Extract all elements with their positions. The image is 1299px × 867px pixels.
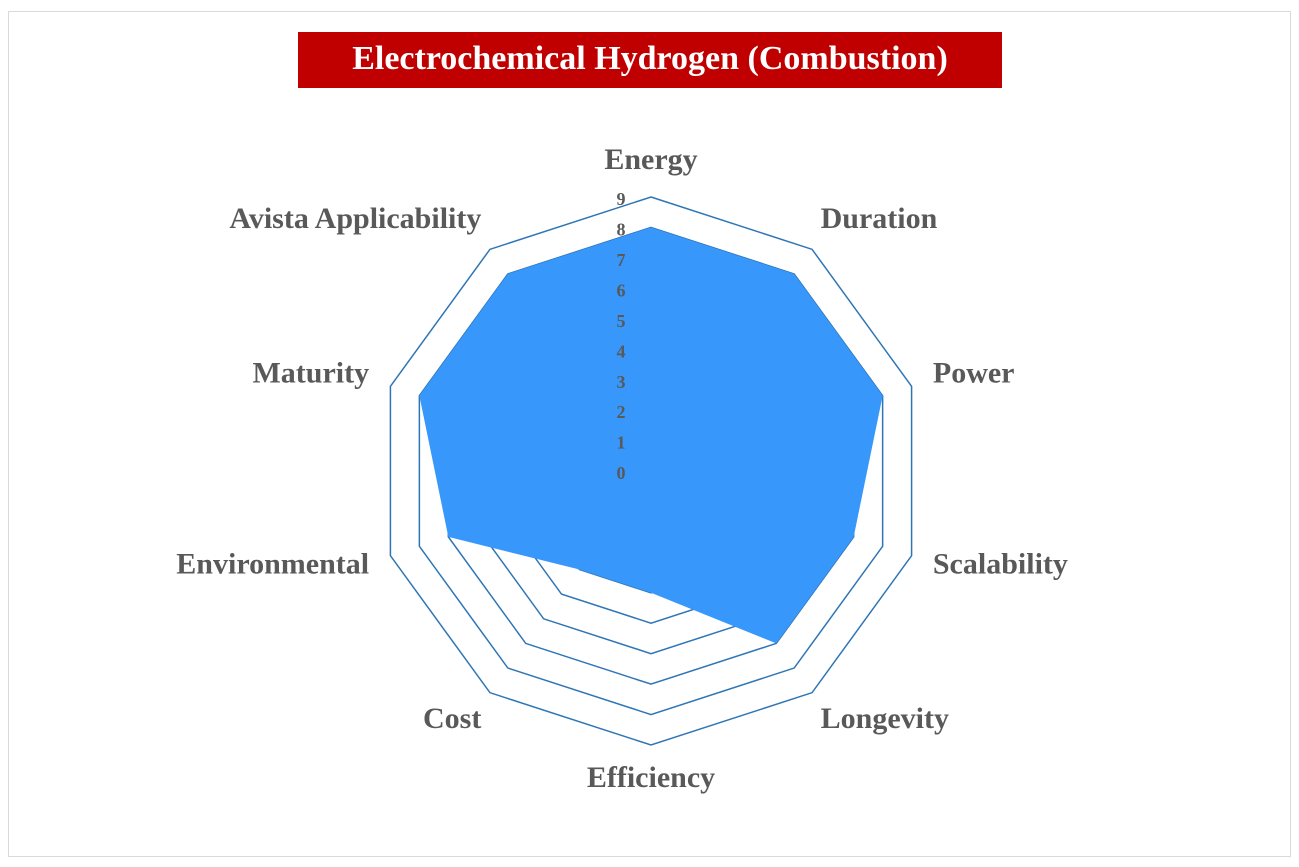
- category-label: Avista Applicability: [229, 202, 481, 235]
- r-tick-label: 3: [617, 372, 626, 392]
- grid-ring: [389, 196, 913, 746]
- r-tick-label: 0: [617, 463, 626, 483]
- category-label: Power: [933, 356, 1015, 389]
- chart-title: Electrochemical Hydrogen (Combustion): [352, 40, 948, 77]
- r-tick-label: 4: [617, 341, 626, 361]
- title-background: [298, 32, 1002, 88]
- category-label: Scalability: [933, 547, 1068, 580]
- category-label: Longevity: [821, 702, 949, 735]
- category-label: Cost: [423, 702, 481, 735]
- category-label: Environmental: [176, 547, 369, 580]
- data-area: [419, 227, 883, 644]
- category-label: Maturity: [252, 356, 369, 389]
- category-label: Energy: [604, 143, 697, 176]
- category-label: Duration: [821, 202, 938, 235]
- r-tick-label: 1: [617, 433, 626, 453]
- r-tick-label: 5: [617, 311, 626, 331]
- r-tick-label: 8: [617, 220, 626, 240]
- r-tick-label: 2: [617, 402, 626, 422]
- r-tick-label: 7: [617, 250, 626, 270]
- category-label: Efficiency: [587, 761, 715, 794]
- r-tick-label: 9: [617, 189, 626, 209]
- r-tick-label: 6: [617, 280, 626, 300]
